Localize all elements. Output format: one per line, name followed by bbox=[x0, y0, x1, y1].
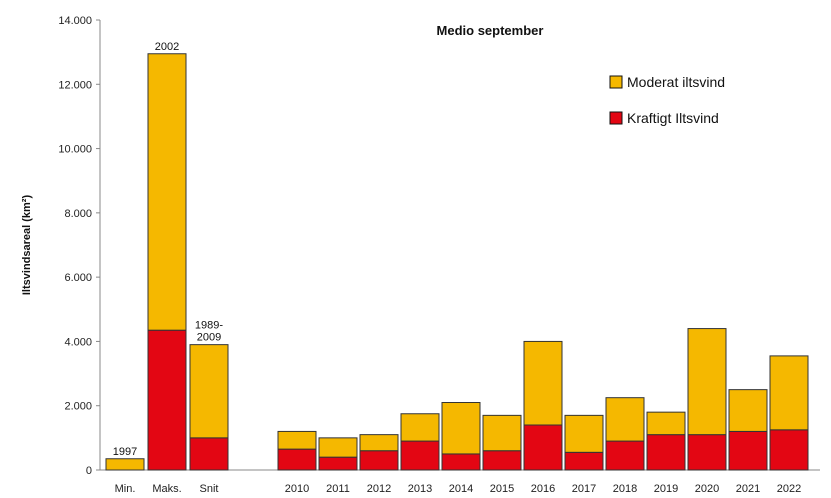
bar-segment-moderat bbox=[400, 413, 440, 442]
y-tick-label: 4.000 bbox=[64, 336, 92, 348]
bar-segment-kraftigt bbox=[646, 434, 686, 471]
x-tick-label: 2013 bbox=[408, 483, 432, 495]
x-tick-label: 2022 bbox=[777, 483, 801, 495]
bar-segment-kraftigt bbox=[400, 440, 440, 471]
bar-segment-kraftigt bbox=[189, 437, 229, 471]
chart-title: Medio september bbox=[437, 23, 544, 38]
x-tick-label: 2018 bbox=[613, 483, 637, 495]
y-tick-label: 12.000 bbox=[58, 79, 92, 91]
bar-segment-moderat bbox=[687, 328, 727, 436]
x-tick-label: 2020 bbox=[695, 483, 719, 495]
bar-segment-moderat bbox=[523, 340, 563, 426]
legend-swatch-kraftigt bbox=[609, 111, 623, 125]
bar-segment-moderat bbox=[769, 355, 809, 431]
bar-segment-kraftigt bbox=[482, 450, 522, 471]
bar-segment-moderat bbox=[189, 344, 229, 439]
y-tick-label: 14.000 bbox=[58, 15, 92, 27]
bar-segment-moderat bbox=[482, 414, 522, 452]
legend-label-kraftigt: Kraftigt Iltsvind bbox=[627, 110, 719, 126]
bar-segment-kraftigt bbox=[277, 448, 317, 471]
bar-segment-kraftigt bbox=[728, 430, 768, 471]
y-tick-label: 2.000 bbox=[64, 401, 92, 413]
bar-segment-moderat bbox=[105, 458, 145, 471]
x-tick-label: 2012 bbox=[367, 483, 391, 495]
bar-segment-moderat bbox=[728, 389, 768, 432]
annotations: 1997 2002 1989-2009 bbox=[113, 41, 224, 458]
x-tick-label: 2017 bbox=[572, 483, 596, 495]
y-tick-label: 8.000 bbox=[64, 208, 92, 220]
x-tick-label: 2015 bbox=[490, 483, 514, 495]
bar-segment-kraftigt bbox=[359, 450, 399, 471]
legend-swatch-moderat bbox=[609, 75, 623, 89]
bar-segment-moderat bbox=[605, 397, 645, 442]
bar-segment-moderat bbox=[441, 402, 481, 455]
x-tick-label: Min. bbox=[115, 483, 136, 495]
y-tick-label: 6.000 bbox=[64, 272, 92, 284]
y-tick-label: 0 bbox=[86, 465, 92, 477]
legend: Moderat iltsvind Kraftigt Iltsvind bbox=[609, 74, 725, 126]
bar-segment-kraftigt bbox=[523, 424, 563, 471]
x-tick-label: Snit bbox=[200, 483, 219, 495]
bar-segment-moderat bbox=[359, 434, 399, 452]
x-tick-label: 2010 bbox=[285, 483, 309, 495]
y-tick-label: 10.000 bbox=[58, 144, 92, 156]
bars bbox=[105, 53, 809, 471]
bar-annotation: 2002 bbox=[155, 41, 179, 53]
bar-segment-kraftigt bbox=[564, 451, 604, 471]
bar-annotation: 1989-2009 bbox=[195, 320, 223, 344]
axes: 0 2.000 4.000 6.000 8.000 10.000 12.000 14.000 M… bbox=[58, 15, 820, 495]
legend-label-moderat: Moderat iltsvind bbox=[627, 74, 725, 90]
bar-segment-moderat bbox=[646, 411, 686, 436]
bar-segment-moderat bbox=[318, 437, 358, 458]
bar-segment-moderat bbox=[147, 53, 187, 331]
x-tick-label: 2016 bbox=[531, 483, 555, 495]
bar-annotation: 1997 bbox=[113, 446, 137, 458]
bar-segment-kraftigt bbox=[769, 429, 809, 471]
bar-segment-kraftigt bbox=[605, 440, 645, 471]
x-tick-label: 2021 bbox=[736, 483, 760, 495]
x-tick-label: 2014 bbox=[449, 483, 473, 495]
y-axis-label: Iltsvindsareal (km²) bbox=[21, 195, 33, 296]
bar-segment-kraftigt bbox=[318, 456, 358, 471]
bar-segment-moderat bbox=[277, 430, 317, 450]
bar-segment-kraftigt bbox=[147, 329, 187, 471]
bar-segment-kraftigt bbox=[687, 434, 727, 471]
x-tick-label: 2019 bbox=[654, 483, 678, 495]
x-tick-label: 2011 bbox=[326, 483, 350, 495]
bar-segment-kraftigt bbox=[441, 453, 481, 471]
bar-segment-moderat bbox=[564, 414, 604, 453]
x-tick-label: Maks. bbox=[152, 483, 181, 495]
